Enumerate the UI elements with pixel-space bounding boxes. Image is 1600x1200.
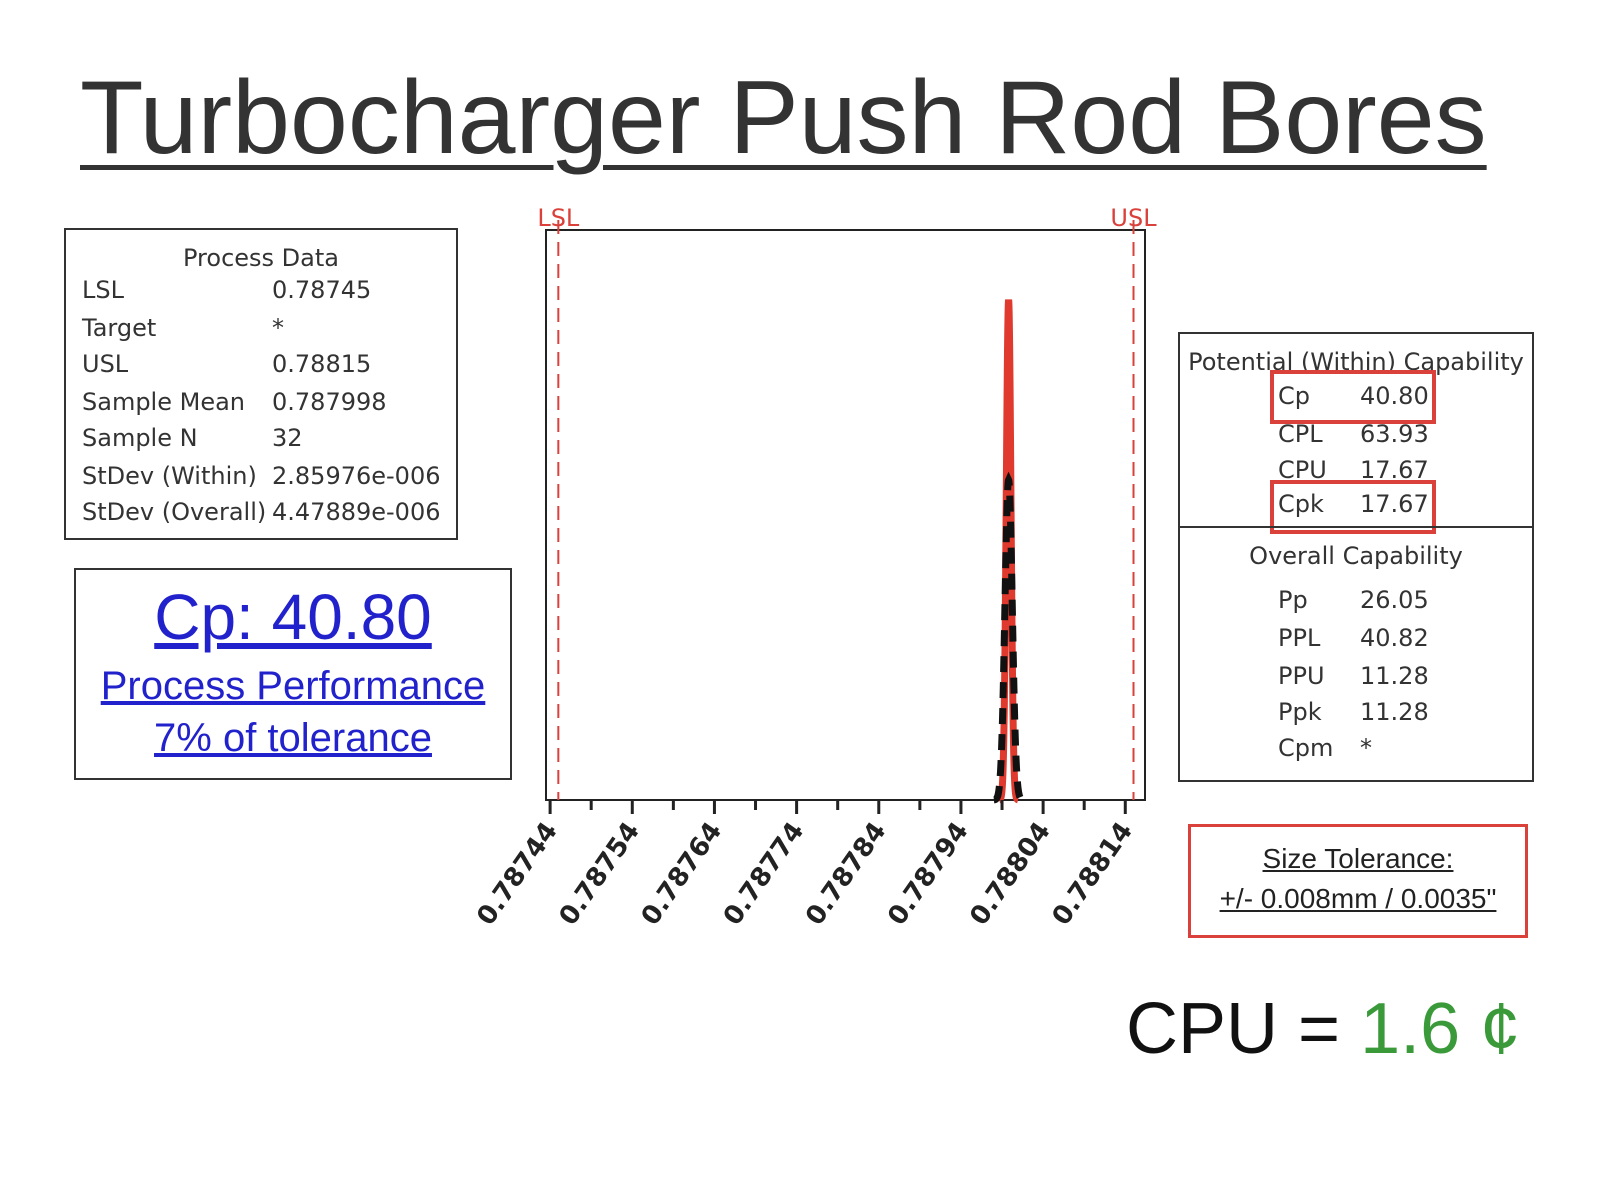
row-label: Sample Mean [82, 388, 246, 416]
row-value: 0.78745 [272, 276, 372, 304]
row-value: 17.67 [1360, 490, 1429, 518]
x-tick-label: 0.78774 [718, 817, 810, 931]
size-tolerance-box: Size Tolerance: +/- 0.008mm / 0.0035" [1188, 824, 1528, 938]
row-value: * [272, 314, 284, 342]
row-label: Sample N [82, 424, 198, 452]
row-label: Cpm [1278, 734, 1334, 762]
process-data-table: Process Data LSL 0.78745 Target * USL 0.788… [64, 228, 458, 540]
row-value: 17.67 [1360, 456, 1429, 484]
row-label: USL [82, 350, 129, 378]
cp-summary-box: Cp: 40.80 Process Performance 7% of tole… [74, 568, 512, 780]
capability-row: Cp 40.80 [1278, 382, 1498, 418]
row-label: CPU [1278, 456, 1327, 484]
cpk-highlight-box [1270, 480, 1436, 534]
row-label: Cpk [1278, 490, 1324, 518]
cp-summary-link[interactable]: Cp: 40.80 [154, 581, 432, 653]
row-label: Cp [1278, 382, 1310, 410]
row-value: 32 [272, 424, 303, 452]
row-label: CPL [1278, 420, 1323, 448]
capability-row: CPL 63.93 [1278, 420, 1498, 456]
row-value: 40.80 [1360, 382, 1429, 410]
row-value: 40.82 [1360, 624, 1429, 652]
row-value: 2.85976e-006 [272, 462, 441, 490]
row-value: 11.28 [1360, 662, 1429, 690]
capability-row: Ppk 11.28 [1278, 698, 1498, 734]
x-tick-label: 0.78804 [964, 817, 1056, 931]
tolerance-percent-link[interactable]: 7% of tolerance [154, 716, 432, 760]
x-tick-label: 0.78764 [636, 817, 728, 931]
capability-row: Cpm * [1278, 734, 1498, 770]
row-label: Ppk [1278, 698, 1322, 726]
process-data-row: Target * [82, 314, 442, 350]
cpu-value: 1.6 ¢ [1360, 989, 1521, 1069]
capability-row: Pp 26.05 [1278, 586, 1498, 622]
capability-row: CPU 17.67 [1278, 456, 1498, 492]
process-performance-link[interactable]: Process Performance [100, 664, 486, 708]
capability-table: Potential (Within) Capability Cp 40.80 CP… [1178, 332, 1534, 782]
row-label: PPU [1278, 662, 1325, 690]
capability-row: PPL 40.82 [1278, 624, 1498, 660]
cpu-prefix: CPU = [1126, 989, 1361, 1069]
process-data-row: LSL 0.78745 [82, 276, 442, 312]
row-label: StDev (Overall) [82, 498, 267, 526]
row-value: 11.28 [1360, 698, 1429, 726]
page-title: Turbocharger Push Rod Bores [80, 60, 1487, 176]
capability-row: PPU 11.28 [1278, 662, 1498, 698]
x-tick-label: 0.78794 [882, 817, 974, 931]
process-data-row: USL 0.78815 [82, 350, 442, 386]
plot-frame [545, 229, 1146, 801]
overall-density-curve [993, 471, 1024, 804]
process-data-row: Sample Mean 0.787998 [82, 388, 442, 424]
x-tick-label: 0.78754 [554, 817, 646, 931]
process-data-row: StDev (Within) 2.85976e-006 [82, 462, 442, 498]
size-tolerance-value: +/- 0.008mm / 0.0035" [1219, 883, 1497, 914]
row-value: 63.93 [1360, 420, 1429, 448]
x-tick-label: 0.78814 [1047, 817, 1139, 931]
overall-capability-header: Overall Capability [1249, 542, 1463, 570]
row-label: LSL [82, 276, 124, 304]
x-tick-label: 0.78744 [471, 817, 563, 931]
row-value: 0.787998 [272, 388, 387, 416]
row-value: 26.05 [1360, 586, 1429, 614]
capability-divider [1180, 526, 1532, 528]
process-data-row: Sample N 32 [82, 424, 442, 460]
capability-histogram: LSL USL 0.787440.787540.787640.787740.7878… [471, 204, 1157, 931]
usl-label: USL [1110, 204, 1157, 232]
row-label: Pp [1278, 586, 1308, 614]
row-label: StDev (Within) [82, 462, 257, 490]
x-tick-label: 0.78784 [800, 817, 892, 931]
capability-row: Cpk 17.67 [1278, 490, 1498, 526]
process-data-header: Process Data [183, 244, 339, 272]
row-value: 4.47889e-006 [272, 498, 441, 526]
row-value: 0.78815 [272, 350, 372, 378]
size-tolerance-label: Size Tolerance: [1262, 843, 1454, 874]
row-value: * [1360, 734, 1372, 762]
row-label: Target [82, 314, 157, 342]
cost-per-unit: CPU = 1.6 ¢ [1126, 988, 1520, 1070]
lsl-label: LSL [537, 204, 580, 232]
process-data-row: StDev (Overall) 4.47889e-006 [82, 498, 442, 534]
row-label: PPL [1278, 624, 1321, 652]
cp-highlight-box [1270, 370, 1436, 424]
